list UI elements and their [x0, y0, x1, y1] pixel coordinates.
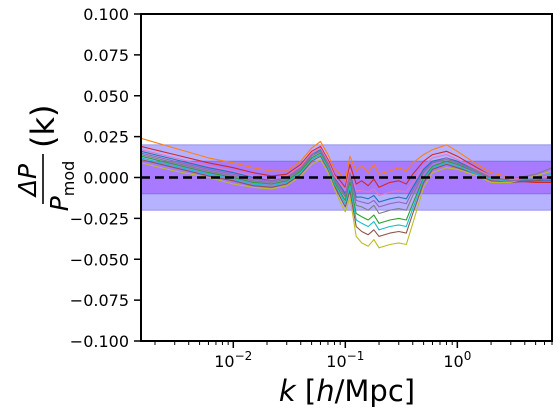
series-lines	[141, 137, 552, 249]
y-tick-label: 0.050	[83, 87, 129, 106]
series-line-10	[141, 150, 552, 208]
x-tick-label: 10−1	[326, 349, 364, 371]
series-line-7	[141, 154, 552, 231]
series-line-1	[141, 137, 552, 182]
y-tick-label: −0.050	[70, 250, 129, 269]
y-tick-label: −0.025	[70, 209, 129, 228]
series-line-2	[141, 145, 552, 188]
y-tick-label: 0.100	[83, 5, 129, 24]
series-line-6	[141, 158, 552, 249]
series-line-4	[141, 152, 552, 224]
x-axis-ticks: 10−2 10−1 100	[154, 341, 553, 371]
svg-text:(k): (k)	[24, 105, 62, 149]
series-line-9	[141, 147, 552, 197]
svg-text:Pmod: Pmod	[45, 161, 78, 212]
y-tick-label: 0.000	[83, 169, 129, 188]
x-axis-label: k [h/Mpc]	[279, 374, 415, 408]
x-tick-label: 10−2	[214, 349, 252, 371]
svg-text:ΔP: ΔP	[13, 163, 42, 198]
x-tick-label: 100	[443, 349, 471, 371]
y-tick-label: −0.075	[70, 291, 129, 310]
y-tick-label: −0.100	[70, 332, 129, 351]
y-tick-label: 0.075	[83, 46, 129, 65]
y-axis-ticks: 0.100 0.075 0.050 0.025 0.000 −0.025 −0.050 −0.…	[70, 5, 141, 351]
series-line-5	[141, 155, 552, 237]
y-tick-label: 0.025	[83, 128, 129, 147]
y-axis-label: ΔP Pmod (k)	[13, 105, 78, 212]
